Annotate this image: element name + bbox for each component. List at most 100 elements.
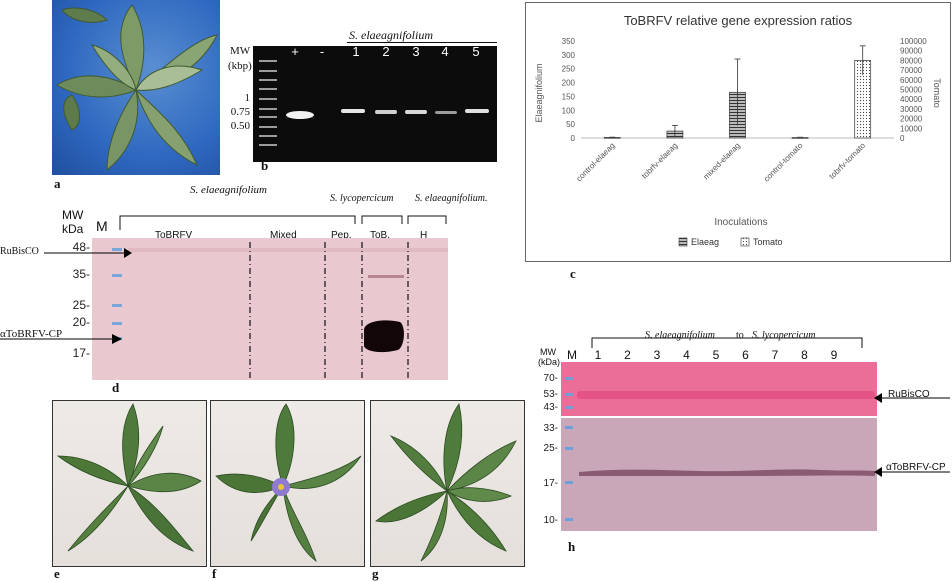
blot-d-cp-label: αToBRFV-CP	[0, 328, 63, 340]
blot-d-group-elaeag: S. elaeagnifolium	[190, 184, 267, 196]
blot-d-membrane	[92, 238, 448, 380]
photo-g-plant	[370, 400, 525, 567]
gel-lane-positive: +	[291, 44, 299, 59]
blot-h-lane-8: 8	[801, 348, 808, 362]
gel-lane-1: 1	[352, 44, 360, 59]
plant-f-illustration	[215, 403, 362, 563]
blot-d-rubisco-arrow	[44, 248, 132, 258]
chart-y-tick: 200	[562, 79, 576, 88]
blot-h-lane-7: 7	[771, 348, 779, 362]
blot-h-top-bands	[565, 377, 875, 409]
blot-h-cp-arrow	[874, 467, 950, 477]
chart-y2-tick: 60000	[900, 76, 923, 85]
gel-marker-1: 1	[244, 92, 251, 104]
photo-a-plant	[52, 0, 220, 175]
expression-chart: ToBRFV relative gene expression ratios E…	[534, 13, 942, 247]
blot-d-sub-tobrfv: ToBRFV	[155, 230, 193, 241]
plant-a-illustration	[56, 4, 218, 172]
blot-h-lane-3: 3	[653, 348, 661, 362]
plant-e-illustration	[56, 403, 202, 552]
blot-d-marker-20: 20-	[72, 315, 90, 329]
blot-d-marker-lane: M	[96, 218, 108, 234]
plant-g-illustration	[375, 403, 517, 562]
chart-y-tick: 250	[562, 65, 576, 74]
blot-h-marker-70: 70-	[543, 373, 558, 384]
chart-y2-tick: 30000	[900, 105, 923, 114]
gel-lane-negative: -	[319, 44, 325, 59]
chart-y2-tick: 0	[900, 134, 905, 143]
legend-swatch-tomato	[740, 237, 750, 247]
blot-d-marker-25: 25-	[72, 298, 90, 312]
blot-h-kda: (kDa)	[538, 357, 560, 367]
blot-d-marker-48: 48-	[72, 240, 90, 254]
gel-bands	[259, 60, 489, 146]
chart-y-tick: 350	[562, 37, 576, 46]
legend-label-elaeag: Elaeag	[691, 237, 719, 247]
blot-h-title-a: S. elaeagnifolium	[645, 330, 715, 341]
gel-mw-label: MW	[230, 45, 251, 57]
panel-letter-b: b	[261, 158, 269, 173]
blot-h-marker-lane: M	[567, 348, 577, 362]
chart-y2-tick: 50000	[900, 86, 923, 95]
chart-y2-tick: 70000	[900, 66, 923, 75]
gel-species-label: S. elaeagnifolium	[349, 28, 433, 42]
blot-h-marker-33: 33-	[543, 423, 558, 434]
chart-x-tick: control-tomato	[762, 141, 805, 184]
chart-y-axis-label: Elaeagnifolium	[534, 63, 544, 122]
chart-y-tick: 150	[562, 92, 576, 101]
chart-y-tick: 300	[562, 51, 576, 60]
chart-title: ToBRFV relative gene expression ratios	[624, 13, 853, 28]
panel-letter-d: d	[112, 380, 120, 395]
blot-h-rubisco-arrow	[874, 393, 950, 403]
blot-d-cp-arrow	[0, 334, 122, 344]
gel-marker-050: 0.50	[230, 120, 250, 132]
chart-y2-tick: 10000	[900, 124, 923, 133]
blot-d-sub-h: H	[420, 230, 428, 241]
chart-y2-tick: 20000	[900, 115, 923, 124]
panel-letter-c: c	[570, 266, 576, 281]
blot-d-sub-tob: ToB.	[370, 230, 391, 241]
chart-y-tick: 0	[571, 134, 576, 143]
blot-d-marker-35: 35-	[72, 267, 90, 281]
blot-h-bracket	[591, 337, 863, 348]
gel-lane-4: 4	[441, 44, 449, 59]
blot-d-sub-pep: Pep.	[331, 230, 352, 241]
blot-h-title-b: S. lycopercicum	[752, 330, 816, 341]
blot-h-lane-9: 9	[830, 348, 838, 362]
blot-h-lane-6: 6	[742, 348, 749, 362]
legend-swatch-elaeag	[678, 237, 688, 247]
gel-image	[253, 46, 497, 162]
blot-h-cp-label: αToBRFV-CP	[886, 462, 946, 473]
panel-letter-h: h	[568, 539, 576, 554]
blot-d-mw: MW	[62, 208, 84, 222]
gel-lane-5: 5	[472, 44, 480, 59]
gel-species-line	[347, 42, 497, 43]
chart-y2-tick: 80000	[900, 56, 923, 65]
legend-label-tomato: Tomato	[753, 237, 783, 247]
blot-h-marker-17: 17-	[543, 478, 558, 489]
chart-x-tick: tobrfv-tomato	[827, 141, 867, 181]
blot-h-marker-25: 25-	[543, 443, 558, 454]
blot-d-bands	[112, 242, 448, 378]
blot-d-group-lyco: S. lycopercicum	[330, 193, 394, 204]
blot-h-marker-53: 53-	[543, 389, 558, 400]
blot-h-marker-43: 43-	[543, 402, 558, 413]
blot-h-marker-10: 10-	[543, 515, 558, 526]
blot-d-brackets	[119, 215, 447, 230]
chart-x-axis-label: Inoculations	[714, 217, 767, 228]
gel-kbp-label: (kbp)	[228, 60, 252, 72]
chart-x-tick: tobrfv-elaeag	[640, 141, 679, 180]
blot-h-mw: MW	[540, 347, 556, 357]
chart-y-tick: 100	[562, 106, 576, 115]
chart-y2-tick: 90000	[900, 47, 923, 56]
blot-h-lane-2: 2	[624, 348, 631, 362]
chart-y-tick: 50	[566, 120, 575, 129]
blot-d-kda: kDa	[62, 222, 84, 236]
photo-f-plant	[210, 400, 365, 567]
chart-y2-tick: 40000	[900, 95, 923, 104]
blot-d-marker-17: 17-	[72, 346, 90, 360]
blot-h-bot-bands	[565, 426, 875, 521]
gel-lane-2: 2	[382, 44, 390, 59]
blot-d-rubisco-label: RuBisCO	[0, 246, 39, 257]
chart-x-tick: control-elaeag	[574, 141, 616, 183]
